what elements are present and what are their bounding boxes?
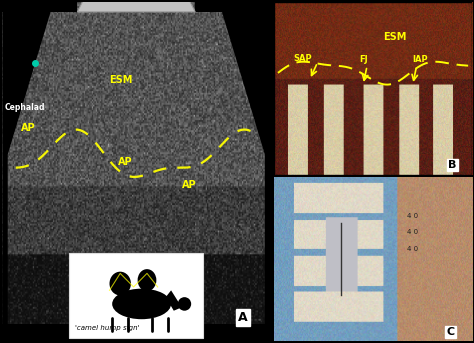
Text: 4 0: 4 0 bbox=[407, 213, 418, 219]
Text: AP: AP bbox=[182, 180, 196, 190]
Text: IAP: IAP bbox=[413, 55, 428, 64]
Text: AP: AP bbox=[21, 123, 36, 133]
Ellipse shape bbox=[178, 297, 191, 311]
Polygon shape bbox=[195, 0, 270, 12]
Polygon shape bbox=[2, 0, 77, 12]
Text: B: B bbox=[448, 160, 457, 170]
Ellipse shape bbox=[137, 269, 156, 291]
Polygon shape bbox=[2, 2, 75, 341]
Text: FJ: FJ bbox=[359, 55, 368, 64]
Text: 4 0: 4 0 bbox=[407, 246, 418, 252]
Polygon shape bbox=[166, 290, 182, 311]
Ellipse shape bbox=[109, 272, 131, 295]
Bar bbox=[69, 253, 203, 338]
Polygon shape bbox=[77, 0, 195, 12]
Polygon shape bbox=[2, 324, 270, 341]
Text: A: A bbox=[238, 311, 248, 324]
Polygon shape bbox=[198, 2, 270, 341]
Text: AP: AP bbox=[118, 157, 132, 167]
Text: 'camel hump sign': 'camel hump sign' bbox=[75, 325, 139, 331]
Text: 4 0: 4 0 bbox=[407, 229, 418, 235]
Text: Cephalad: Cephalad bbox=[5, 103, 46, 113]
Text: C: C bbox=[447, 327, 455, 337]
Text: ESM: ESM bbox=[383, 32, 406, 42]
Text: ESM: ESM bbox=[109, 75, 133, 85]
Text: SAP: SAP bbox=[294, 54, 312, 63]
Ellipse shape bbox=[112, 289, 171, 319]
